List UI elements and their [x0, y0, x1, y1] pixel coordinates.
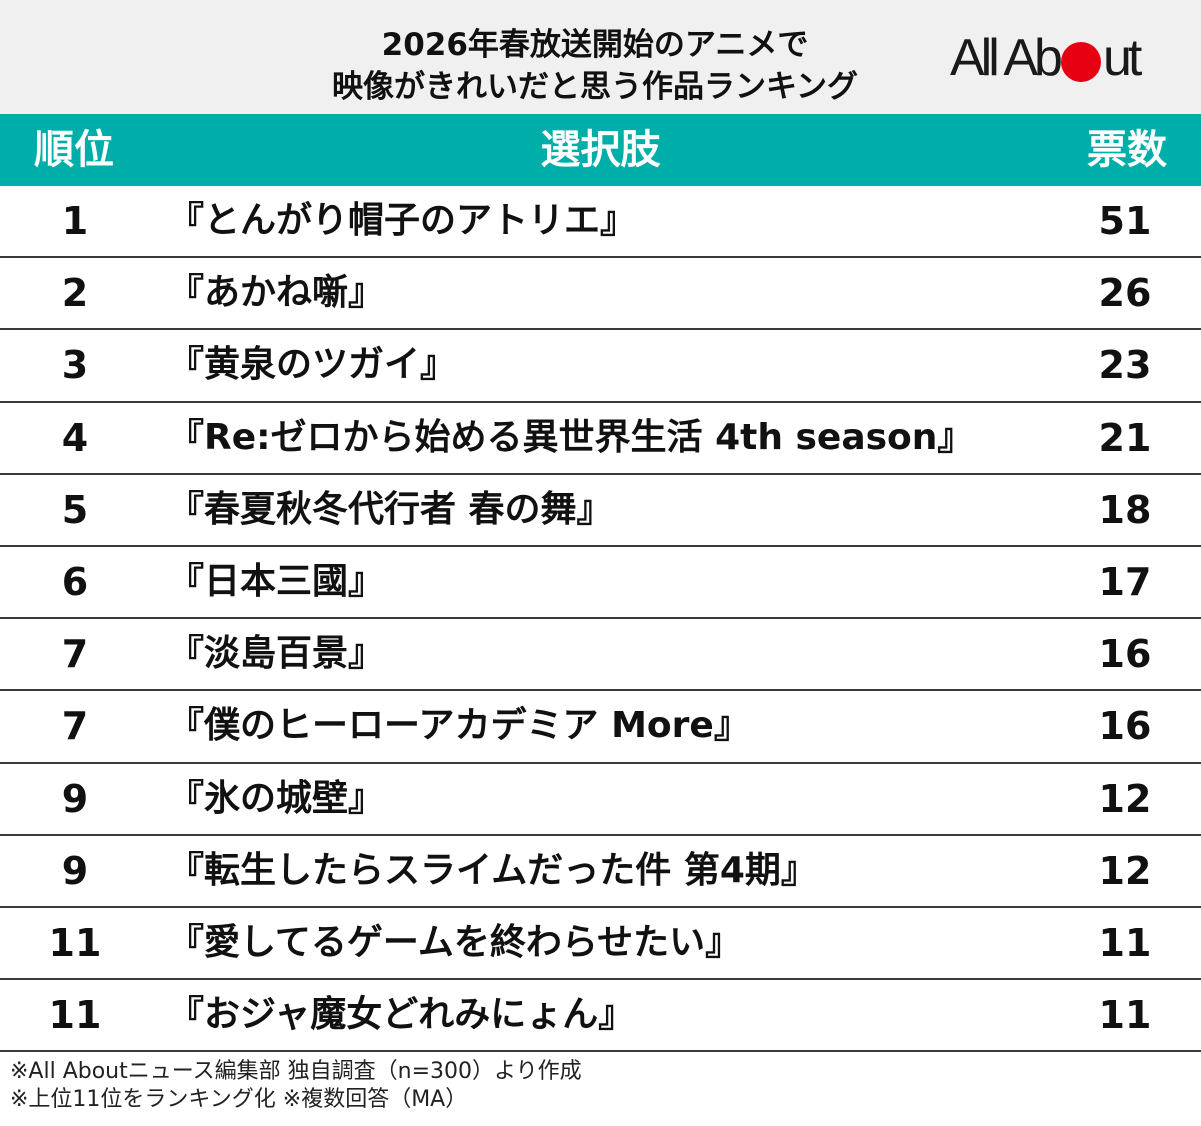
- table-header: 順位 選択肢 票数: [0, 114, 1201, 186]
- title-line-1: 2026年春放送開始のアニメで: [381, 27, 809, 63]
- table-row: 9 『転生したらスライムだった件 第4期』 12: [0, 836, 1201, 908]
- page-title: 2026年春放送開始のアニメで 映像がきれいだと思う作品ランキング: [0, 24, 1190, 108]
- table-row: 4 『Re:ゼロから始める異世界生活 4th season』 21: [0, 403, 1201, 475]
- votes-cell: 16: [1098, 704, 1152, 749]
- choice-cell: 『日本三國』: [168, 560, 385, 602]
- column-header-choice: 選択肢: [540, 127, 661, 173]
- votes-cell: 11: [1098, 920, 1152, 965]
- column-header-votes: 票数: [1087, 127, 1167, 173]
- table-row: 11 『おジャ魔女どれみにょん』 11: [0, 980, 1201, 1053]
- logo-text-left: All Ab: [950, 29, 1063, 87]
- rank-cell: 3: [61, 343, 89, 388]
- choice-cell: 『愛してるゲームを終わらせたい』: [168, 921, 742, 963]
- votes-cell: 23: [1098, 343, 1152, 388]
- choice-cell: 『氷の城壁』: [168, 777, 385, 819]
- votes-cell: 16: [1098, 632, 1152, 677]
- rank-cell: 4: [61, 415, 89, 460]
- rank-cell: 9: [61, 848, 89, 893]
- footnote-source: ※All Aboutニュース編集部 独自調査（n=300）より作成: [10, 1059, 582, 1084]
- rank-cell: 6: [61, 559, 89, 604]
- choice-cell: 『春夏秋冬代行者 春の舞』: [168, 488, 613, 530]
- table-row: 6 『日本三國』 17: [0, 547, 1201, 620]
- choice-cell: 『あかね噺』: [168, 272, 385, 314]
- votes-cell: 11: [1098, 993, 1152, 1038]
- header: 2026年春放送開始のアニメで 映像がきれいだと思う作品ランキング All Ab…: [0, 0, 1201, 114]
- rank-cell: 7: [61, 632, 89, 677]
- ranking-table: 1 『とんがり帽子のアトリエ』 51 2 『あかね噺』 26 3 『黄泉のツガイ…: [0, 186, 1201, 1053]
- rank-cell: 11: [48, 993, 102, 1038]
- votes-cell: 26: [1098, 271, 1152, 316]
- rank-cell: 5: [61, 487, 89, 532]
- table-row: 1 『とんがり帽子のアトリエ』 51: [0, 186, 1201, 259]
- rank-cell: 7: [61, 704, 89, 749]
- column-header-rank: 順位: [34, 127, 114, 173]
- all-about-logo: All Ab ut: [950, 28, 1142, 88]
- choice-cell: 『僕のヒーローアカデミア More』: [168, 705, 750, 747]
- title-line-2: 映像がきれいだと思う作品ランキング: [331, 69, 859, 105]
- votes-cell: 17: [1098, 559, 1152, 604]
- votes-cell: 51: [1098, 199, 1152, 243]
- logo-red-dot-icon: [1060, 42, 1101, 82]
- rank-cell: 9: [61, 776, 89, 821]
- table-row: 7 『僕のヒーローアカデミア More』 16: [0, 691, 1201, 764]
- table-row: 2 『あかね噺』 26: [0, 258, 1201, 331]
- rank-cell: 1: [61, 199, 89, 243]
- table-row: 3 『黄泉のツガイ』 23: [0, 330, 1201, 403]
- table-row: 7 『淡島百景』 16: [0, 619, 1201, 692]
- votes-cell: 12: [1098, 776, 1152, 821]
- choice-cell: 『黄泉のツガイ』: [168, 344, 457, 386]
- choice-cell: 『とんがり帽子のアトリエ』: [168, 200, 637, 241]
- choice-cell: 『転生したらスライムだった件 第4期』: [168, 849, 817, 891]
- choice-cell: 『淡島百景』: [168, 633, 385, 675]
- votes-cell: 21: [1098, 415, 1152, 460]
- choice-cell: 『Re:ゼロから始める異世界生活 4th season』: [168, 416, 974, 458]
- table-row: 9 『氷の城壁』 12: [0, 764, 1201, 836]
- rank-cell: 2: [61, 271, 89, 316]
- table-row: 5 『春夏秋冬代行者 春の舞』 18: [0, 475, 1201, 547]
- votes-cell: 12: [1098, 848, 1152, 893]
- choice-cell: 『おジャ魔女どれみにょん』: [168, 994, 635, 1036]
- table-row: 11 『愛してるゲームを終わらせたい』 11: [0, 908, 1201, 981]
- logo-text-right: ut: [1102, 29, 1142, 87]
- votes-cell: 18: [1098, 487, 1152, 532]
- footnotes: ※All Aboutニュース編集部 独自調査（n=300）より作成 ※上位11位…: [10, 1058, 582, 1114]
- footnote-method: ※上位11位をランキング化 ※複数回答（MA）: [10, 1087, 468, 1112]
- rank-cell: 11: [48, 920, 102, 965]
